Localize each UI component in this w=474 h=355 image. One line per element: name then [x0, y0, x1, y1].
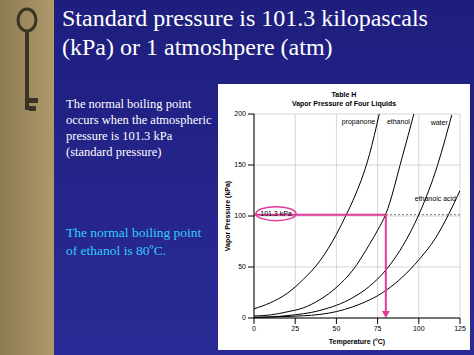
html-text:Standard pressure is 101.3 kil: Standard pressure is 101.3 kilopascals (… — [62, 5, 428, 60]
svg-text:Temperature (°C): Temperature (°C) — [329, 338, 385, 346]
html-text:The normal boiling point occur: The normal boiling point occurs when the… — [66, 97, 212, 159]
svg-text:ethanol: ethanol — [387, 118, 410, 125]
svg-text:100: 100 — [413, 325, 425, 332]
svg-text:ethanoic acid: ethanoic acid — [415, 195, 456, 202]
html-text:Vapor Pressure of Four Liquids: Vapor Pressure of Four Liquids — [291, 100, 397, 107]
svg-text:150: 150 — [234, 161, 246, 168]
svg-text:75: 75 — [374, 325, 382, 332]
svg-text:50: 50 — [333, 325, 341, 332]
svg-text:200: 200 — [234, 110, 246, 117]
svg-text:Vapor Pressure (kPa): Vapor Pressure (kPa) — [224, 181, 232, 251]
svg-text:0: 0 — [242, 314, 246, 321]
svg-text:propanone: propanone — [342, 118, 376, 126]
svg-text:0: 0 — [252, 325, 256, 332]
svg-text:water: water — [430, 119, 449, 126]
svg-text:25: 25 — [291, 325, 299, 332]
svg-text:50: 50 — [238, 263, 246, 270]
html-text:The normal boiling point of et: The normal boiling point of ethanol is 8… — [66, 225, 202, 258]
svg-text:100: 100 — [234, 212, 246, 219]
svg-text:101.3 kPa: 101.3 kPa — [260, 210, 292, 217]
html-text:Table H: Table H — [331, 91, 357, 98]
svg-text:125: 125 — [454, 325, 466, 332]
